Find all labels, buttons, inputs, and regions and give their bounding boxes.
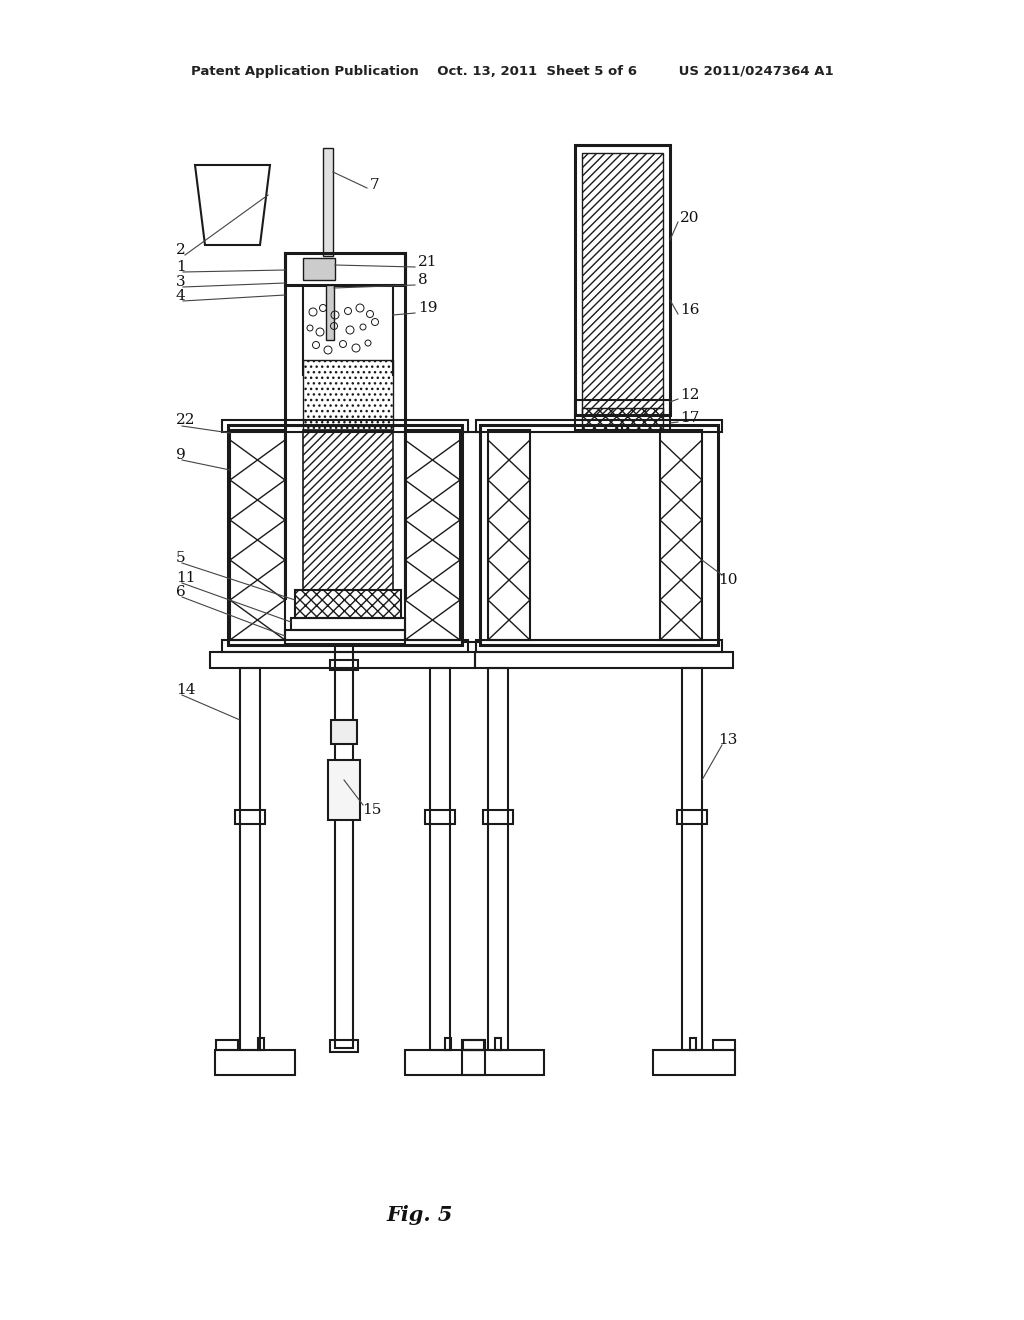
- Text: 10: 10: [718, 573, 737, 587]
- Text: 8: 8: [418, 273, 428, 286]
- Text: 1: 1: [176, 260, 185, 275]
- Bar: [406, 430, 460, 640]
- Text: 11: 11: [176, 572, 196, 585]
- Text: 21: 21: [418, 255, 437, 269]
- Bar: [582, 153, 663, 414]
- Text: Patent Application Publication    Oct. 13, 2011  Sheet 5 of 6         US 2011/02: Patent Application Publication Oct. 13, …: [190, 66, 834, 78]
- Bar: [445, 1038, 451, 1049]
- Bar: [216, 1040, 238, 1049]
- Bar: [480, 425, 718, 645]
- Text: 14: 14: [176, 682, 196, 697]
- Bar: [331, 719, 357, 744]
- Bar: [228, 425, 462, 645]
- Text: 6: 6: [176, 585, 185, 599]
- Bar: [230, 430, 285, 640]
- Bar: [222, 640, 468, 652]
- Bar: [303, 360, 393, 430]
- Bar: [495, 1038, 501, 1049]
- Bar: [330, 660, 358, 671]
- Text: 22: 22: [176, 413, 196, 426]
- Bar: [215, 1049, 295, 1074]
- Text: Fig. 5: Fig. 5: [387, 1205, 454, 1225]
- Bar: [462, 1049, 544, 1074]
- Bar: [303, 257, 335, 280]
- Text: 15: 15: [362, 803, 381, 817]
- Bar: [476, 420, 722, 432]
- Bar: [291, 618, 406, 630]
- Bar: [330, 1040, 358, 1052]
- Bar: [323, 148, 333, 256]
- Bar: [713, 1040, 735, 1049]
- Bar: [430, 668, 450, 1049]
- Bar: [483, 810, 513, 824]
- Text: 16: 16: [680, 304, 699, 317]
- Bar: [488, 668, 508, 1049]
- Bar: [488, 430, 530, 640]
- Bar: [660, 430, 702, 640]
- Bar: [295, 590, 401, 618]
- Text: 17: 17: [680, 411, 699, 425]
- Text: 2: 2: [176, 243, 185, 257]
- Bar: [328, 760, 360, 820]
- Text: 5: 5: [176, 550, 185, 565]
- Bar: [582, 408, 663, 430]
- Bar: [425, 810, 455, 824]
- Bar: [690, 1038, 696, 1049]
- Bar: [682, 668, 702, 1049]
- Bar: [285, 253, 406, 285]
- Bar: [210, 652, 475, 668]
- Bar: [677, 810, 707, 824]
- Text: 3: 3: [176, 275, 185, 289]
- Bar: [234, 810, 265, 824]
- Text: 19: 19: [418, 301, 437, 315]
- Text: 12: 12: [680, 388, 699, 403]
- Bar: [575, 400, 670, 430]
- Text: 13: 13: [718, 733, 737, 747]
- Text: 9: 9: [176, 447, 185, 462]
- Text: 7: 7: [370, 178, 380, 191]
- Bar: [462, 1040, 484, 1049]
- Bar: [475, 652, 733, 668]
- Bar: [575, 145, 670, 414]
- Bar: [335, 645, 353, 1048]
- Bar: [258, 1038, 264, 1049]
- Text: 20: 20: [680, 211, 699, 224]
- Bar: [476, 640, 722, 652]
- Bar: [326, 285, 334, 341]
- Bar: [285, 630, 406, 644]
- Bar: [222, 420, 468, 432]
- Bar: [406, 1049, 485, 1074]
- Bar: [303, 430, 393, 590]
- Bar: [463, 1040, 485, 1049]
- Text: 4: 4: [176, 289, 185, 304]
- Bar: [240, 668, 260, 1049]
- Bar: [653, 1049, 735, 1074]
